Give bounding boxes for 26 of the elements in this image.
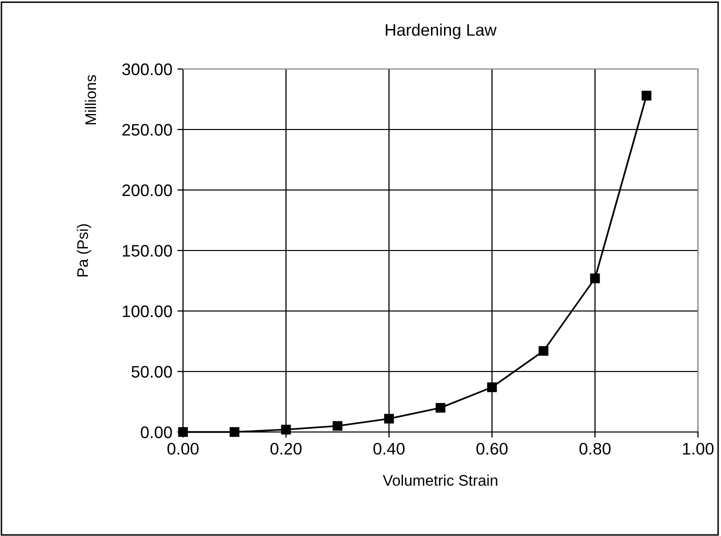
- y-tick-label: 200.00: [122, 184, 172, 196]
- x-tick-label: 0.20: [270, 442, 302, 455]
- point: [590, 273, 600, 284]
- chart-title: Hardening Law: [386, 24, 497, 40]
- point: [538, 346, 548, 356]
- x-tick-label: 0.60: [476, 442, 508, 455]
- point: [642, 90, 652, 100]
- point: [332, 421, 342, 431]
- y-tick-label: 100.00: [122, 305, 172, 318]
- point: [487, 382, 497, 392]
- point: [384, 414, 394, 424]
- point: [436, 402, 446, 413]
- x-tick-label: 0.00: [167, 442, 199, 455]
- y-tick-label: 250.00: [122, 124, 172, 136]
- x-axis-title: Volumetric Strain: [382, 474, 498, 486]
- x-tick-label: 0.40: [373, 442, 405, 455]
- y-tick-label: 50.00: [132, 366, 172, 378]
- text: Millions: [84, 75, 96, 124]
- point: [230, 427, 240, 437]
- x-tick-label: 1.00: [683, 442, 714, 455]
- point: [281, 424, 291, 434]
- y-tick-label: 150.00: [122, 244, 172, 257]
- y-tick-label: 300.00: [122, 63, 172, 76]
- y-axis-title: Pa (Psi): [76, 224, 92, 276]
- x-tick-label: 0.80: [579, 442, 611, 455]
- y-tick-label: 0.00: [140, 426, 172, 438]
